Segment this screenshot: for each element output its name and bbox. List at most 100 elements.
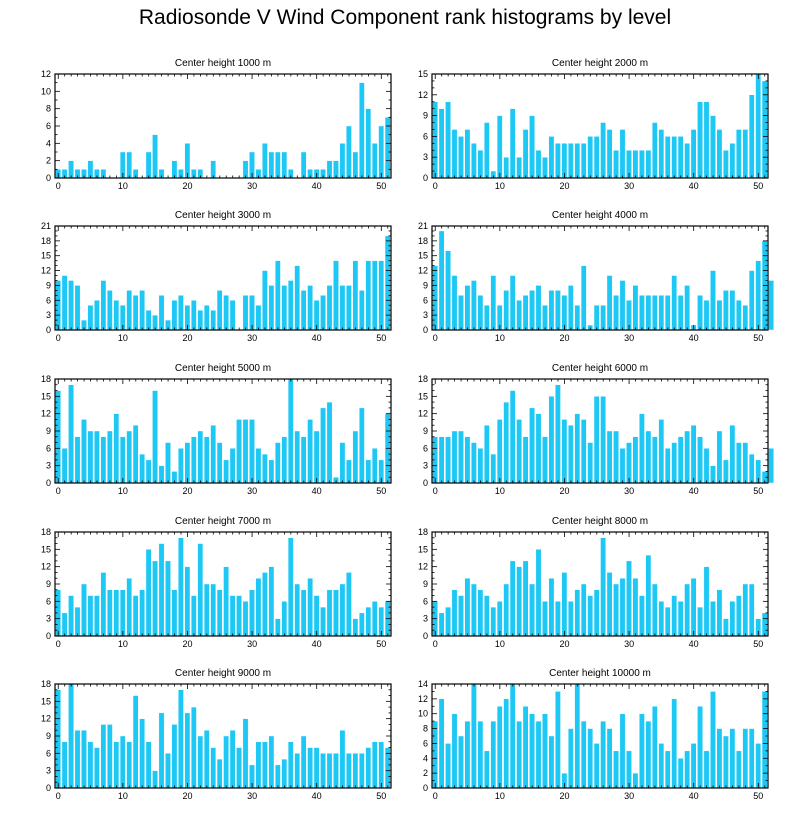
histogram-bar bbox=[352, 430, 359, 484]
histogram-bar bbox=[87, 741, 94, 789]
histogram-bar bbox=[535, 413, 542, 484]
histogram-bar bbox=[139, 718, 145, 789]
histogram-bar bbox=[339, 583, 346, 637]
histogram-bar bbox=[126, 578, 133, 637]
histogram-bar bbox=[190, 300, 197, 331]
histogram-bar bbox=[593, 305, 600, 331]
x-tick-label: 0 bbox=[433, 333, 438, 343]
panel-title: Center height 1000 m bbox=[175, 58, 271, 69]
histogram-bar bbox=[358, 612, 365, 637]
x-tick-label: 50 bbox=[376, 639, 386, 649]
histogram-bar bbox=[677, 436, 684, 484]
histogram-bar bbox=[458, 595, 464, 637]
histogram-bar bbox=[684, 430, 690, 484]
histogram-bar bbox=[626, 750, 632, 789]
histogram-bar bbox=[281, 151, 288, 179]
histogram-bar bbox=[755, 743, 762, 789]
histogram-bar bbox=[255, 741, 262, 789]
histogram-bar bbox=[664, 136, 671, 179]
histogram-bar bbox=[132, 695, 139, 789]
histogram-bar bbox=[651, 122, 658, 179]
histogram-bar bbox=[600, 537, 606, 637]
histogram-bar bbox=[87, 430, 94, 484]
histogram-bar bbox=[171, 160, 178, 179]
histogram-bar bbox=[68, 595, 74, 637]
y-tick-label: 0 bbox=[423, 325, 428, 335]
histogram-bar bbox=[81, 419, 87, 484]
histogram-bar bbox=[639, 713, 645, 789]
histogram-bar bbox=[438, 698, 445, 789]
histogram-bar bbox=[445, 606, 451, 637]
histogram-bar bbox=[126, 741, 133, 789]
histogram-bar bbox=[632, 578, 639, 637]
histogram-bar bbox=[697, 436, 703, 484]
histogram-bar bbox=[438, 612, 445, 637]
x-tick-label: 10 bbox=[118, 333, 128, 343]
histogram-bar bbox=[509, 560, 516, 637]
x-tick-label: 0 bbox=[56, 791, 61, 801]
histogram-bar bbox=[458, 295, 464, 331]
histogram-bar bbox=[371, 601, 378, 637]
histogram-bar bbox=[371, 143, 378, 179]
histogram-bar bbox=[197, 309, 204, 331]
histogram-bar bbox=[281, 285, 288, 331]
histogram-bar bbox=[287, 537, 294, 637]
histogram-bar bbox=[516, 720, 522, 789]
histogram-bar bbox=[509, 275, 516, 331]
histogram-bar bbox=[677, 295, 684, 331]
histogram-bar bbox=[768, 280, 774, 331]
histogram-bar bbox=[313, 747, 320, 789]
histogram-bar bbox=[333, 160, 339, 179]
y-tick-label: 9 bbox=[46, 280, 51, 290]
histogram-bar bbox=[710, 115, 716, 179]
histogram-bar bbox=[729, 425, 736, 484]
histogram-bar bbox=[542, 305, 548, 331]
histogram-bar bbox=[438, 230, 445, 331]
histogram-bar bbox=[106, 589, 113, 637]
histogram-bar bbox=[184, 566, 191, 637]
histogram-bar bbox=[477, 720, 484, 789]
histogram-bar bbox=[294, 430, 301, 484]
x-tick-label: 20 bbox=[182, 181, 192, 191]
histogram-bar bbox=[477, 150, 484, 179]
histogram-bar bbox=[723, 150, 729, 179]
y-tick-label: 12 bbox=[418, 694, 428, 704]
y-tick-label: 0 bbox=[423, 478, 428, 488]
histogram-bar bbox=[145, 309, 152, 331]
histogram-bar bbox=[490, 453, 497, 484]
histogram-bar bbox=[768, 448, 774, 484]
histogram-bar bbox=[242, 419, 249, 484]
histogram-bar bbox=[313, 430, 320, 484]
histogram-bar bbox=[352, 753, 359, 789]
panel-title: Center height 10000 m bbox=[549, 668, 651, 679]
y-tick-label: 0 bbox=[423, 783, 428, 793]
histogram-bar bbox=[210, 160, 217, 179]
histogram-bar bbox=[333, 753, 339, 789]
histogram-bar bbox=[165, 442, 171, 484]
x-tick-label: 20 bbox=[559, 639, 569, 649]
histogram-bar bbox=[658, 743, 665, 789]
histogram-bar bbox=[249, 295, 255, 331]
histogram-bar bbox=[619, 280, 626, 331]
histogram-bar bbox=[645, 430, 652, 484]
histogram-bar bbox=[458, 430, 464, 484]
y-tick-label: 6 bbox=[46, 596, 51, 606]
y-tick-label: 6 bbox=[46, 121, 51, 131]
histogram-bar bbox=[352, 618, 359, 637]
x-tick-label: 30 bbox=[624, 181, 634, 191]
y-tick-label: 9 bbox=[423, 111, 428, 121]
histogram-bar bbox=[723, 618, 729, 637]
y-tick-label: 12 bbox=[41, 409, 51, 419]
histogram-panel: Center height 4000 m 0 10 20 30 40 50 0 3 6 9 12 15 1… bbox=[418, 210, 774, 343]
histogram-bar bbox=[158, 543, 165, 637]
x-tick-label: 20 bbox=[182, 486, 192, 496]
histogram-bar bbox=[587, 442, 594, 484]
histogram-bar bbox=[483, 305, 490, 331]
histogram-bar bbox=[378, 125, 385, 179]
histogram-bar bbox=[326, 160, 333, 179]
histogram-bar bbox=[274, 618, 281, 637]
histogram-bar bbox=[61, 741, 68, 789]
histogram-bar bbox=[339, 730, 346, 789]
histogram-bar bbox=[710, 465, 716, 484]
histogram-bar bbox=[320, 753, 326, 789]
